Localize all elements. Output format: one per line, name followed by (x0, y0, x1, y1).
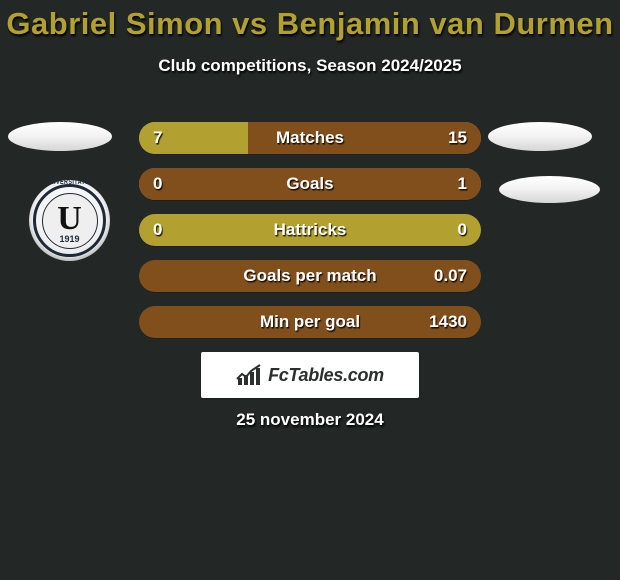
stat-row: 0Hattricks0 (139, 214, 481, 246)
club-logo-year: 1919 (59, 234, 79, 244)
stat-row: Goals per match0.07 (139, 260, 481, 292)
subtitle: Club competitions, Season 2024/2025 (0, 56, 620, 76)
stat-value-right: 0.07 (434, 260, 467, 292)
stat-value-right: 1 (458, 168, 467, 200)
stat-label: Goals (139, 168, 481, 200)
stat-row: 0Goals1 (139, 168, 481, 200)
brand-text: FcTables.com (268, 365, 384, 386)
generated-date: 25 november 2024 (0, 410, 620, 430)
stat-row: 7Matches15 (139, 122, 481, 154)
club-logo-top-text: UNIVERSITATEA (38, 179, 101, 186)
stat-row: Min per goal1430 (139, 306, 481, 338)
stat-label: Matches (139, 122, 481, 154)
club-logo-initial: U (57, 202, 82, 236)
avatar-ellipse-2 (499, 176, 600, 203)
club-logo-inner: U 1919 (42, 193, 98, 249)
stat-value-right: 1430 (429, 306, 467, 338)
stat-value-right: 15 (448, 122, 467, 154)
avatar-ellipse-0 (8, 122, 112, 151)
club-logo: UNIVERSITATEA U 1919 (29, 180, 110, 261)
stat-value-right: 0 (458, 214, 467, 246)
stat-label: Goals per match (139, 260, 481, 292)
avatar-ellipse-1 (488, 122, 592, 151)
brand-chart-icon (236, 364, 262, 386)
stat-label: Hattricks (139, 214, 481, 246)
stats-panel: 7Matches150Goals10Hattricks0Goals per ma… (139, 122, 481, 352)
page-title: Gabriel Simon vs Benjamin van Durmen (0, 0, 620, 42)
brand-box[interactable]: FcTables.com (201, 352, 419, 398)
